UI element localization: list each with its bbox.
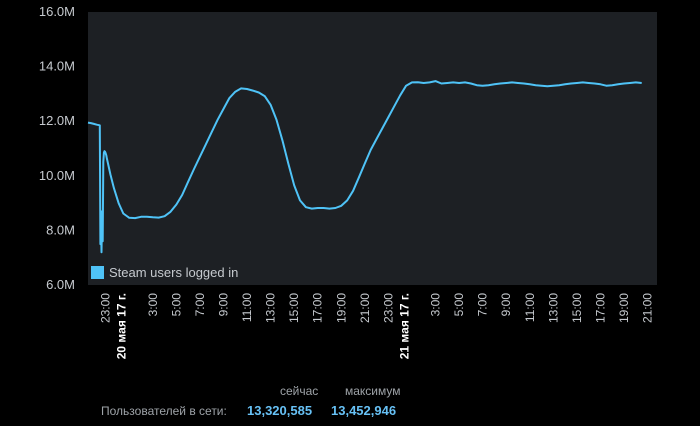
y-tick-label: 10.0M (39, 168, 75, 183)
y-tick-label: 16.0M (39, 4, 75, 19)
x-tick-date-label: 21 мая 17 г. (397, 293, 411, 359)
y-axis: 6.0M 8.0M 10.0M 12.0M 14.0M 16.0M (39, 4, 75, 292)
x-tick-label: 11:00 (523, 293, 537, 322)
x-axis: 23:00 20 мая 17 г. 3:00 5:00 7:00 9:00 11:00 13… (99, 293, 655, 360)
x-tick-label: 5:00 (169, 293, 183, 317)
x-tick-label: 13:00 (264, 293, 278, 323)
series-line-steam-users (87, 80, 642, 254)
x-tick-label: 17:00 (593, 293, 607, 323)
x-tick-label: 13:00 (546, 293, 560, 323)
x-tick-label: 3:00 (146, 293, 160, 317)
x-tick-label: 7:00 (193, 293, 207, 317)
y-tick-label: 12.0M (39, 113, 75, 128)
x-tick-date-label: 20 мая 17 г. (115, 293, 129, 359)
x-tick-label: 11:00 (240, 293, 254, 322)
legend-label: Steam users logged in (109, 265, 238, 280)
x-tick-label: 5:00 (452, 293, 466, 317)
x-tick-label: 19:00 (334, 293, 348, 323)
x-tick-label: 21:00 (641, 293, 655, 323)
legend-swatch (91, 266, 104, 279)
legend: Steam users logged in (91, 265, 238, 280)
x-tick-label: 23:00 (381, 293, 395, 323)
y-tick-label: 6.0M (46, 277, 75, 292)
x-tick-label: 19:00 (617, 293, 631, 323)
x-tick-label: 15:00 (287, 293, 301, 323)
x-tick-label: 15:00 (570, 293, 584, 323)
x-tick-label: 23:00 (99, 293, 113, 323)
y-tick-label: 14.0M (39, 59, 75, 74)
x-tick-label: 3:00 (429, 293, 443, 317)
x-tick-label: 21:00 (358, 293, 372, 323)
x-tick-label: 9:00 (216, 293, 230, 317)
x-tick-label: 7:00 (476, 293, 490, 317)
x-tick-label: 9:00 (499, 293, 513, 317)
x-tick-label: 17:00 (311, 293, 325, 323)
y-tick-label: 8.0M (46, 222, 75, 237)
